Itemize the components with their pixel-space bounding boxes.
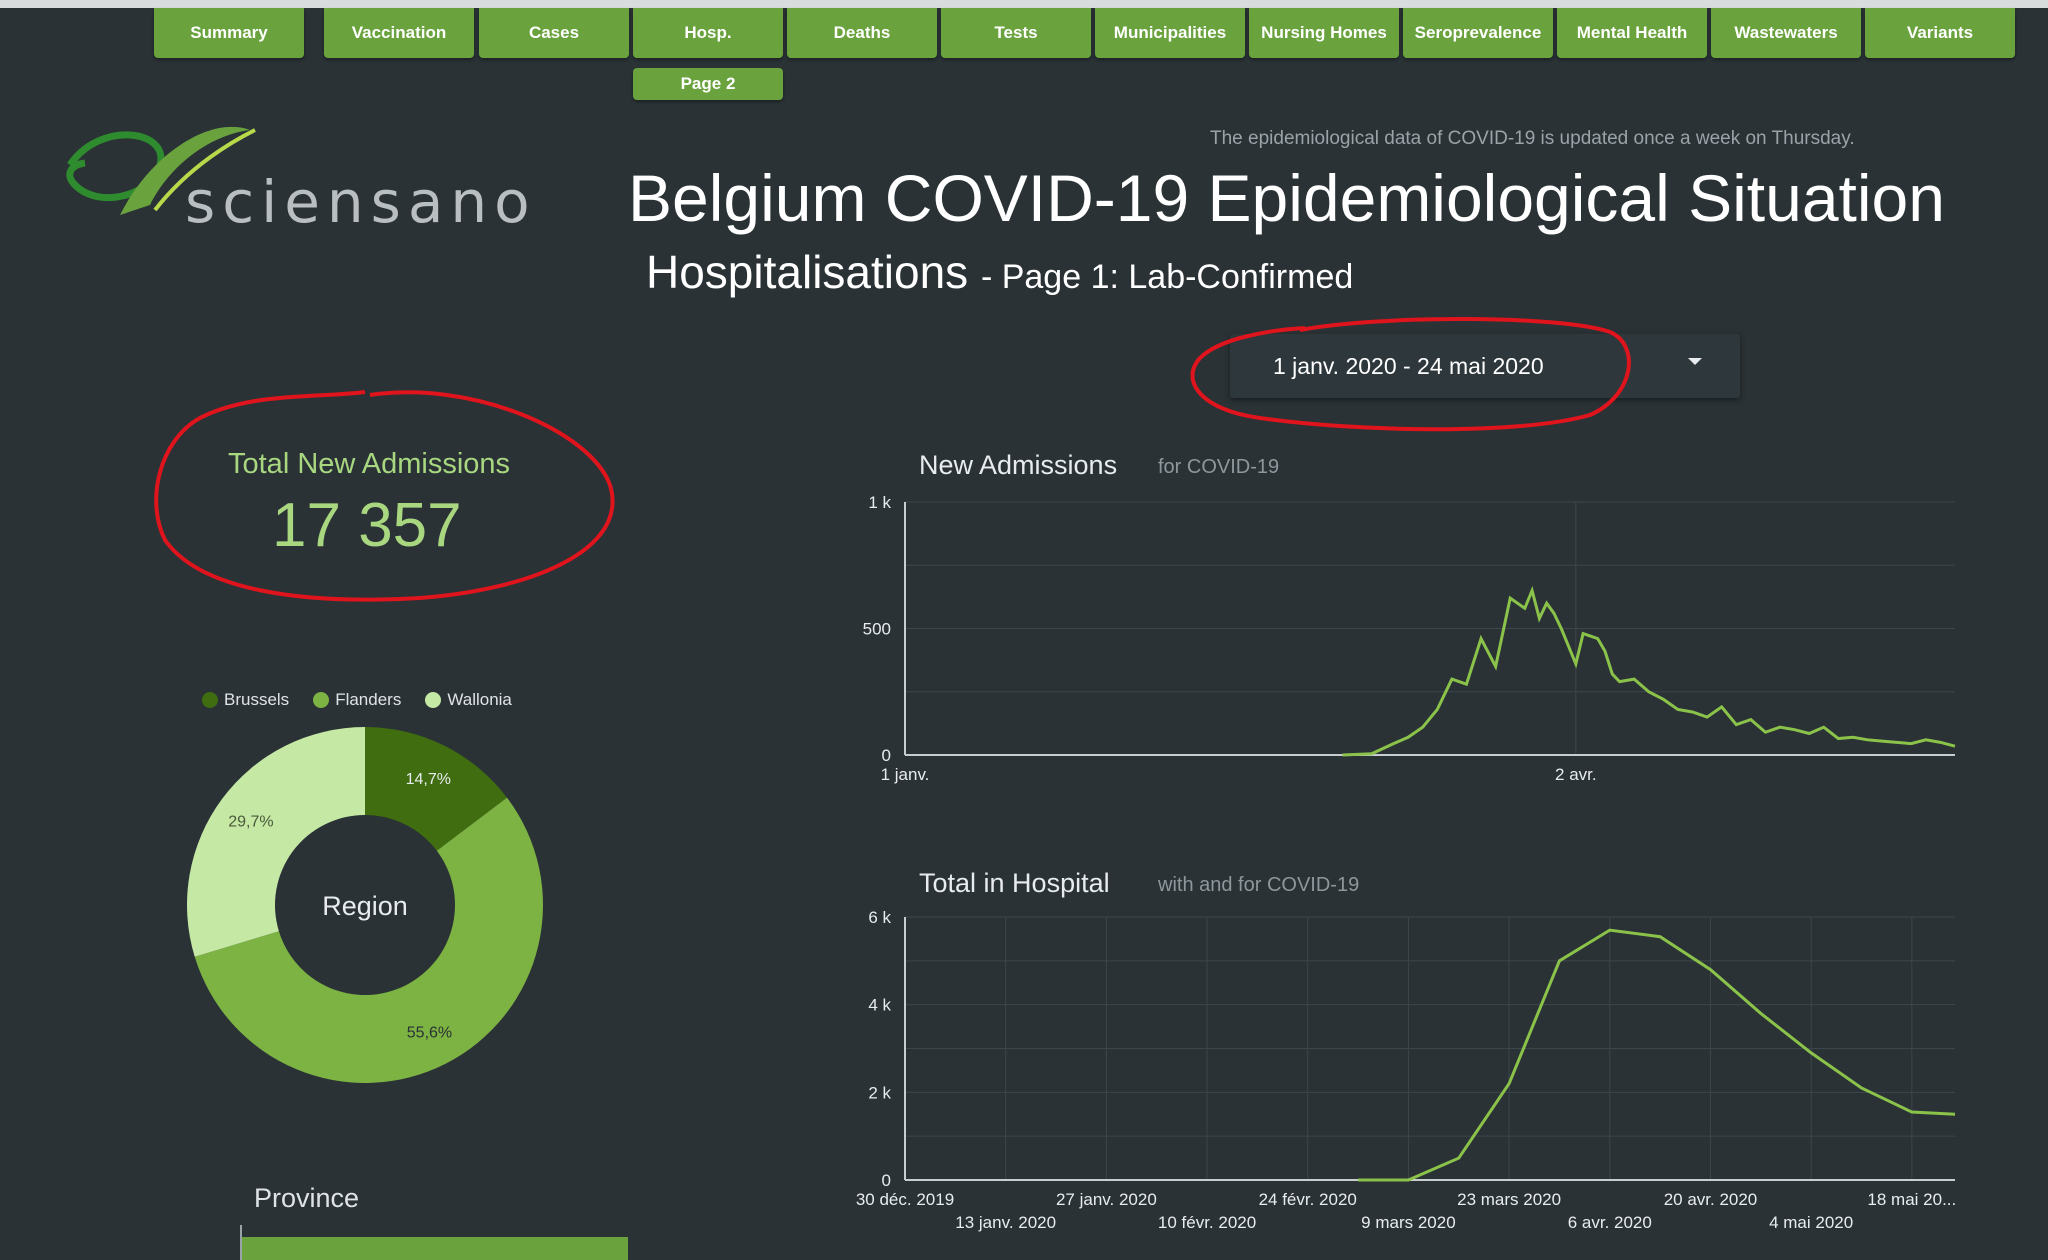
donut-slice-flanders[interactable] — [194, 797, 543, 1083]
donut-slice-brussels[interactable] — [365, 727, 508, 851]
province-chart-title: Province — [254, 1183, 360, 1213]
subtab-page-2[interactable]: Page 2 — [633, 68, 783, 100]
tab-deaths[interactable]: Deaths — [787, 8, 937, 58]
x-tick-label: 2 avr. — [1555, 765, 1597, 784]
x-tick-label: 24 févr. 2020 — [1259, 1190, 1357, 1209]
tab-variants[interactable]: Variants — [1865, 8, 2015, 58]
date-range-picker[interactable]: 1 janv. 2020 - 24 mai 2020 — [1230, 334, 1740, 398]
top-navigation: Summary Vaccination Cases Hosp. Deaths Tests M… — [0, 8, 2048, 60]
region-legend: Brussels Flanders Wallonia — [202, 690, 512, 710]
update-note: The epidemiological data of COVID-19 is … — [1210, 128, 1855, 149]
new-admissions-chart[interactable]: 0 500 1 k 1 janv. 2 avr. — [860, 490, 1980, 810]
subtitle-main: Hospitalisations — [646, 246, 969, 298]
tab-hosp[interactable]: Hosp. — [633, 8, 783, 58]
tab-seroprevalence[interactable]: Seroprevalence — [1403, 8, 1553, 58]
date-annotation-circle — [1190, 317, 1631, 432]
y-tick-label: 1 k — [868, 493, 891, 512]
tab-mental-health[interactable]: Mental Health — [1557, 8, 1707, 58]
series-line-new-admissions[interactable] — [1342, 585, 1956, 757]
x-tick-label: 20 avr. 2020 — [1664, 1190, 1758, 1209]
x-tick-label: 10 févr. 2020 — [1158, 1213, 1256, 1232]
chart-subtitle-new-admissions: for COVID-19 — [1158, 456, 1280, 478]
page-title: Belgium COVID-19 Epidemiological Situati… — [628, 161, 1945, 235]
sciensano-logo — [66, 126, 256, 215]
kpi-label: Total New Admissions — [228, 448, 511, 480]
legend-dot — [202, 692, 218, 708]
browser-top-strip — [0, 0, 2048, 8]
x-tick-label: 9 mars 2020 — [1361, 1213, 1456, 1232]
x-tick-label: 23 mars 2020 — [1457, 1190, 1561, 1209]
tab-summary[interactable]: Summary — [154, 8, 304, 58]
donut-slice-wallonia[interactable] — [187, 727, 365, 957]
tab-municipalities[interactable]: Municipalities — [1095, 8, 1245, 58]
x-tick-label: 18 mai 20... — [1867, 1190, 1956, 1209]
x-tick-label: 6 avr. 2020 — [1568, 1213, 1652, 1232]
legend-item-brussels[interactable]: Brussels — [202, 690, 289, 710]
donut-slice-label: 14,7% — [406, 771, 451, 788]
donut-center-label: Region — [322, 891, 408, 921]
tab-wastewaters[interactable]: Wastewaters — [1711, 8, 1861, 58]
tab-cases[interactable]: Cases — [479, 8, 629, 58]
page-subtitle: Hospitalisations - Page 1: Lab-Confirmed — [646, 245, 1353, 299]
subtitle-suffix: - Page 1: Lab-Confirmed — [980, 258, 1354, 296]
province-axis — [240, 1225, 242, 1260]
tab-tests[interactable]: Tests — [941, 8, 1091, 58]
kpi-value: 17 357 — [272, 491, 462, 560]
y-tick-label: 0 — [882, 1171, 891, 1190]
donut-slice-label: 55,6% — [407, 1025, 452, 1042]
province-bar[interactable] — [242, 1237, 628, 1260]
y-tick-label: 2 k — [868, 1083, 891, 1102]
kpi-annotation-circle — [154, 390, 615, 602]
tab-nursing-homes[interactable]: Nursing Homes — [1249, 8, 1399, 58]
tab-vaccination[interactable]: Vaccination — [324, 8, 474, 58]
region-donut-chart[interactable]: 14,7% 55,6% 29,7% Region — [170, 710, 560, 1100]
legend-label: Flanders — [335, 690, 402, 709]
donut-slice-label: 29,7% — [228, 813, 273, 830]
x-tick-label: 13 janv. 2020 — [955, 1213, 1056, 1232]
y-tick-label: 500 — [863, 620, 891, 639]
x-tick-label: 1 janv. — [881, 765, 930, 784]
x-tick-label: 27 janv. 2020 — [1056, 1190, 1157, 1209]
legend-label: Wallonia — [447, 690, 512, 709]
series-line-total-in-hospital[interactable] — [1358, 928, 1956, 1182]
legend-item-flanders[interactable]: Flanders — [313, 690, 401, 710]
x-tick-label: 30 déc. 2019 — [856, 1190, 954, 1209]
legend-dot — [313, 692, 330, 708]
legend-label: Brussels — [224, 690, 290, 709]
chevron-down-icon[interactable] — [1688, 358, 1702, 365]
legend-dot — [425, 692, 442, 708]
y-tick-label: 4 k — [868, 996, 891, 1015]
y-tick-label: 0 — [882, 746, 891, 765]
y-tick-label: 6 k — [868, 908, 891, 927]
sciensano-wordmark: sciensano — [185, 168, 537, 236]
x-tick-label: 4 mai 2020 — [1769, 1213, 1853, 1232]
chart-title-new-admissions: New Admissions — [919, 450, 1118, 480]
chart-subtitle-total-in-hospital: with and for COVID-19 — [1158, 874, 1360, 896]
date-range-value: 1 janv. 2020 - 24 mai 2020 — [1273, 353, 1544, 379]
legend-item-wallonia[interactable]: Wallonia — [425, 690, 512, 710]
chart-title-total-in-hospital: Total in Hospital — [919, 868, 1110, 898]
